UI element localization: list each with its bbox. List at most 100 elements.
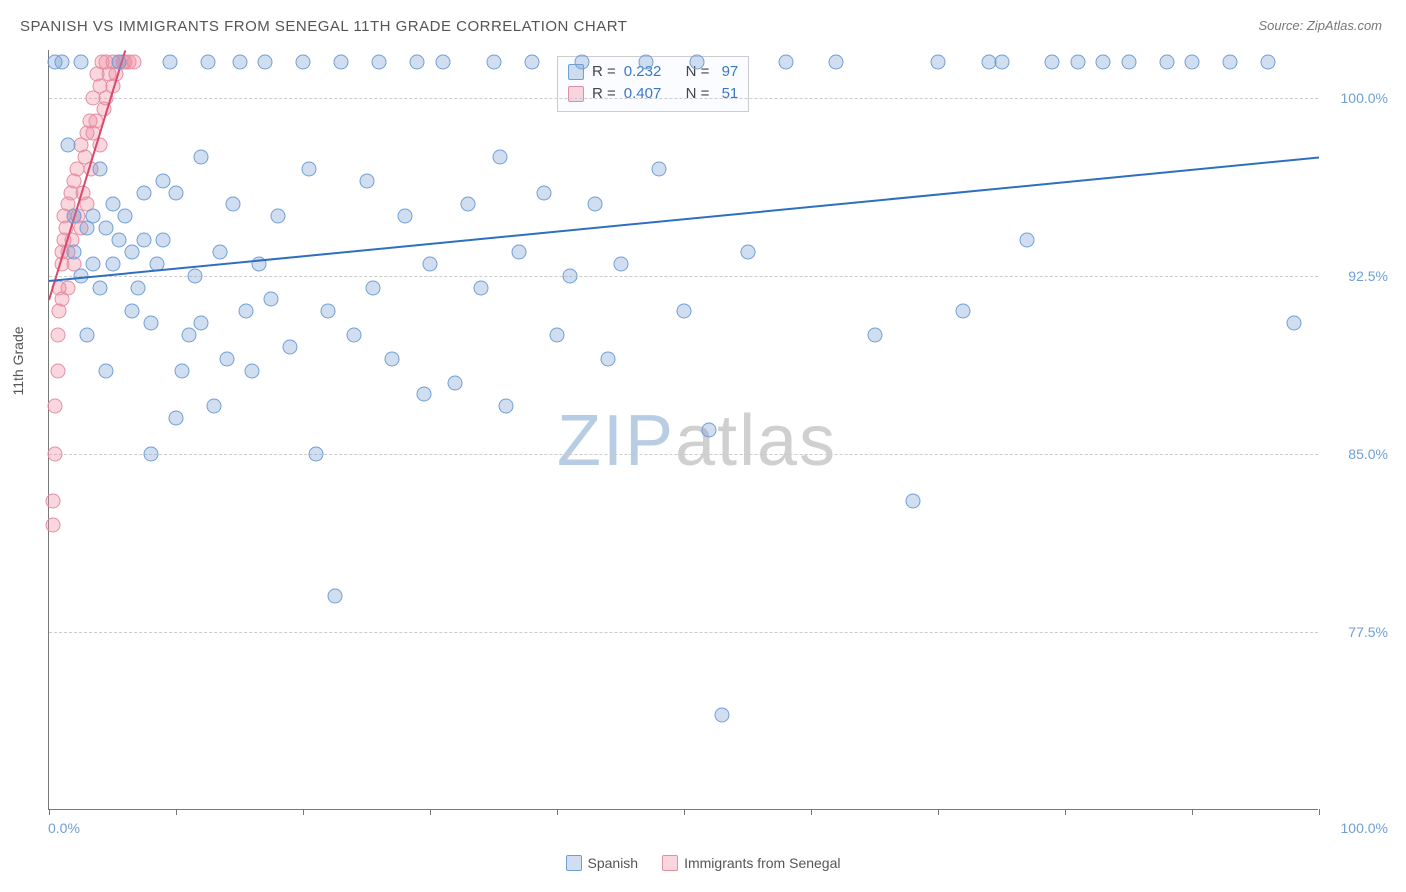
data-point-spanish [537,185,552,200]
data-point-spanish [435,54,450,69]
data-point-spanish [143,316,158,331]
data-point-spanish [226,197,241,212]
data-point-spanish [1070,54,1085,69]
data-point-spanish [931,54,946,69]
data-point-spanish [80,328,95,343]
stat-r-value: 0.407 [624,83,662,105]
x-tick [1192,809,1193,815]
data-point-spanish [321,304,336,319]
data-point-spanish [1185,54,1200,69]
x-tick [1065,809,1066,815]
data-point-spanish [410,54,425,69]
data-point-spanish [359,173,374,188]
data-point-spanish [67,244,82,259]
data-point-spanish [169,185,184,200]
data-point-senegal [48,399,63,414]
data-point-spanish [232,54,247,69]
data-point-spanish [492,149,507,164]
legend-swatch [662,855,678,871]
data-point-spanish [327,589,342,604]
x-tick [1319,809,1320,815]
chart-title: SPANISH VS IMMIGRANTS FROM SENEGAL 11TH … [20,18,627,35]
data-point-spanish [194,149,209,164]
x-axis-max-label: 100.0% [1341,820,1388,836]
x-tick [938,809,939,815]
data-point-senegal [45,494,60,509]
data-point-spanish [588,197,603,212]
data-point-spanish [1159,54,1174,69]
data-point-spanish [423,256,438,271]
data-point-spanish [372,54,387,69]
legend-label: Spanish [588,855,639,871]
data-point-spanish [188,268,203,283]
data-point-spanish [461,197,476,212]
data-point-spanish [296,54,311,69]
stat-n-label: N = [686,83,710,105]
data-point-spanish [346,328,361,343]
data-point-spanish [1019,233,1034,248]
data-point-spanish [994,54,1009,69]
data-point-spanish [264,292,279,307]
data-point-senegal [50,363,65,378]
data-point-spanish [448,375,463,390]
data-point-spanish [105,197,120,212]
data-point-spanish [73,54,88,69]
data-point-spanish [86,256,101,271]
data-point-spanish [61,138,76,153]
data-point-spanish [99,221,114,236]
data-point-spanish [86,209,101,224]
data-point-spanish [270,209,285,224]
stat-r-label: R = [592,83,616,105]
data-point-spanish [778,54,793,69]
legend-swatch [568,86,584,102]
stat-n-value: 97 [717,61,738,83]
data-point-spanish [200,54,215,69]
data-point-spanish [397,209,412,224]
data-point-spanish [829,54,844,69]
data-point-spanish [416,387,431,402]
data-point-spanish [905,494,920,509]
data-point-spanish [956,304,971,319]
data-point-senegal [127,54,142,69]
watermark: ZIPatlas [557,400,837,482]
data-point-spanish [486,54,501,69]
data-point-spanish [283,339,298,354]
data-point-spanish [638,54,653,69]
data-point-spanish [575,54,590,69]
data-point-spanish [238,304,253,319]
data-point-senegal [48,446,63,461]
trend-line-spanish [49,157,1319,282]
legend-item: Immigrants from Senegal [662,855,840,871]
data-point-spanish [130,280,145,295]
stat-r-label: R = [592,61,616,83]
data-point-spanish [92,161,107,176]
x-tick [684,809,685,815]
data-point-spanish [302,161,317,176]
data-point-spanish [499,399,514,414]
x-tick [49,809,50,815]
x-tick [811,809,812,815]
data-point-senegal [61,280,76,295]
legend-item: Spanish [566,855,639,871]
data-point-spanish [1096,54,1111,69]
data-point-spanish [169,411,184,426]
data-point-spanish [54,54,69,69]
gridline [49,98,1318,99]
data-point-spanish [118,209,133,224]
y-tick-label: 77.5% [1328,624,1388,640]
x-tick [557,809,558,815]
plot-area: ZIPatlas R =0.232 N = 97R =0.407 N = 51 … [48,50,1318,810]
data-point-senegal [45,518,60,533]
data-point-spanish [651,161,666,176]
data-point-spanish [137,185,152,200]
data-point-spanish [613,256,628,271]
data-point-senegal [50,328,65,343]
data-point-spanish [524,54,539,69]
x-tick [430,809,431,815]
data-point-spanish [677,304,692,319]
data-point-spanish [99,363,114,378]
y-tick-label: 85.0% [1328,446,1388,462]
data-point-spanish [384,351,399,366]
gridline [49,454,1318,455]
gridline [49,632,1318,633]
